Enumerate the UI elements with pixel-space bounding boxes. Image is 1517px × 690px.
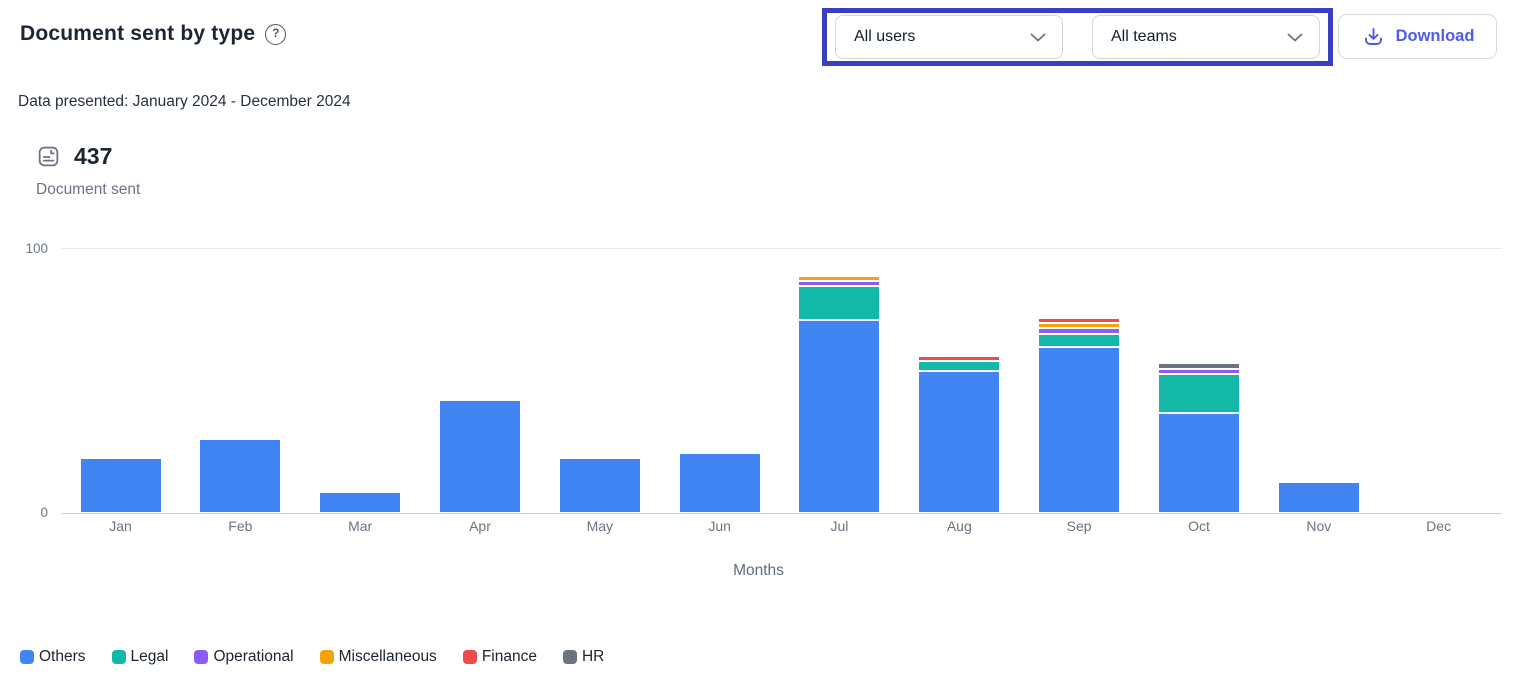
bar-segment-jul-operational[interactable] [799, 282, 880, 285]
bar-segment-aug-finance[interactable] [919, 357, 1000, 360]
legend-label: Others [39, 648, 86, 665]
legend-swatch-hr [562, 650, 577, 664]
y-axis-tick-100: 100 [25, 241, 48, 256]
bar-segment-aug-legal[interactable] [919, 362, 1000, 370]
bar-sep[interactable] [1039, 319, 1120, 512]
stat-value: 437 [74, 143, 113, 169]
bar-aug[interactable] [919, 357, 1000, 512]
bar-segment-mar-others[interactable] [320, 493, 401, 512]
x-axis-label-mar: Mar [348, 518, 373, 534]
teams-dropdown[interactable]: All teams [1092, 15, 1320, 59]
legend-swatch-miscellaneous [319, 650, 334, 664]
x-axis-label-oct: Oct [1188, 518, 1210, 534]
legend-item-finance[interactable]: Finance [462, 648, 537, 666]
bar-mar[interactable] [320, 493, 401, 512]
bar-nov[interactable] [1278, 483, 1359, 512]
x-axis-label-may: May [586, 518, 614, 534]
bar-segment-feb-others[interactable] [200, 440, 281, 512]
bar-segment-sep-legal[interactable] [1039, 335, 1120, 346]
chevron-down-icon [1287, 33, 1303, 41]
x-axis-label-jan: Jan [109, 518, 132, 534]
bar-segment-may-others[interactable] [559, 459, 640, 512]
bar-segment-jun-others[interactable] [679, 454, 760, 512]
stat-label: Document sent [36, 181, 141, 198]
bar-segment-jan-others[interactable] [80, 459, 161, 512]
legend-item-operational[interactable]: Operational [194, 648, 294, 666]
legend-item-others[interactable]: Others [20, 648, 86, 666]
legend-item-miscellaneous[interactable]: Miscellaneous [319, 648, 437, 666]
bar-oct[interactable] [1158, 364, 1239, 512]
bar-feb[interactable] [200, 440, 281, 512]
x-axis-label-apr: Apr [469, 518, 491, 534]
document-icon [38, 146, 59, 167]
users-dropdown-value: All users [854, 28, 916, 45]
x-axis-label-sep: Sep [1066, 518, 1092, 534]
x-axis-label-jun: Jun [708, 518, 731, 534]
download-icon [1364, 27, 1382, 45]
x-axis-baseline [62, 513, 1502, 514]
legend-swatch-operational [194, 650, 209, 664]
legend-label: Miscellaneous [338, 648, 437, 665]
bar-segment-oct-legal[interactable] [1158, 375, 1239, 412]
x-axis-label-dec: Dec [1426, 518, 1452, 534]
x-axis-label-aug: Aug [946, 518, 972, 534]
chart-legend: Others Legal Operational Miscellaneous Finan… [20, 648, 604, 666]
y-axis-tick-0: 0 [40, 505, 48, 520]
bar-jun[interactable] [679, 454, 760, 512]
legend-swatch-legal [111, 650, 126, 664]
bar-segment-jul-miscellaneous[interactable] [799, 277, 880, 280]
legend-label: HR [581, 648, 605, 665]
bar-segment-oct-hr[interactable] [1158, 364, 1239, 368]
bar-segment-oct-others[interactable] [1158, 414, 1239, 512]
gridline-100 [62, 248, 1502, 249]
page-title: Document sent by type [20, 22, 256, 45]
bar-segment-aug-others[interactable] [919, 372, 1000, 512]
bar-apr[interactable] [439, 401, 520, 512]
chevron-down-icon [1030, 33, 1046, 41]
legend-label: Finance [481, 648, 537, 665]
download-button[interactable]: Download [1338, 14, 1497, 59]
bar-jul[interactable] [799, 277, 880, 512]
bar-segment-sep-operational[interactable] [1039, 329, 1120, 333]
legend-label: Legal [130, 648, 169, 665]
users-dropdown[interactable]: All users [835, 15, 1063, 59]
x-axis-label-jul: Jul [830, 518, 849, 534]
legend-item-legal[interactable]: Legal [111, 648, 169, 666]
download-label: Download [1395, 27, 1475, 45]
bar-segment-oct-operational[interactable] [1158, 370, 1239, 373]
bar-segment-sep-others[interactable] [1039, 348, 1120, 512]
stat-document-sent: 437 [36, 143, 112, 170]
help-icon[interactable]: ? [265, 23, 287, 45]
legend-swatch-others [20, 650, 34, 664]
legend-item-hr[interactable]: HR [562, 648, 605, 666]
legend-label: Operational [213, 648, 294, 665]
bar-segment-nov-others[interactable] [1278, 483, 1359, 512]
bar-jan[interactable] [80, 459, 161, 512]
panel-header: Document sent by type ? [20, 22, 287, 46]
x-axis-label-feb: Feb [228, 518, 253, 534]
bars-layer [0, 248, 1517, 513]
bar-segment-jul-others[interactable] [799, 321, 880, 512]
date-range-text: Data presented: January 2024 - December … [18, 93, 351, 110]
x-axis-title: Months [733, 562, 784, 579]
bar-may[interactable] [559, 459, 640, 512]
teams-dropdown-value: All teams [1111, 28, 1177, 45]
bar-segment-apr-others[interactable] [439, 401, 520, 512]
bar-segment-sep-miscellaneous[interactable] [1039, 324, 1120, 327]
filters-highlight-box: All users All teams [822, 8, 1333, 66]
legend-swatch-finance [462, 650, 477, 664]
bar-segment-sep-finance[interactable] [1039, 319, 1120, 322]
x-axis-label-nov: Nov [1306, 518, 1332, 534]
bar-segment-jul-legal[interactable] [799, 287, 880, 319]
x-axis-labels: Jan Feb Mar Apr May Jun Jul Aug Sep Oct Nov Dec [0, 518, 1517, 538]
